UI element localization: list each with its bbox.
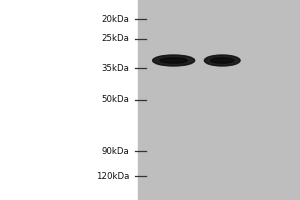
Text: 25kDa: 25kDa — [101, 34, 129, 43]
Text: 50kDa: 50kDa — [101, 95, 129, 104]
Ellipse shape — [160, 58, 187, 63]
Text: 120kDa: 120kDa — [96, 172, 129, 181]
Text: 90kDa: 90kDa — [101, 147, 129, 156]
Text: 20kDa: 20kDa — [101, 15, 129, 24]
Ellipse shape — [204, 55, 240, 66]
Text: 35kDa: 35kDa — [101, 64, 129, 73]
Bar — [138, 0, 300, 200]
Ellipse shape — [153, 55, 195, 66]
Ellipse shape — [211, 58, 234, 63]
